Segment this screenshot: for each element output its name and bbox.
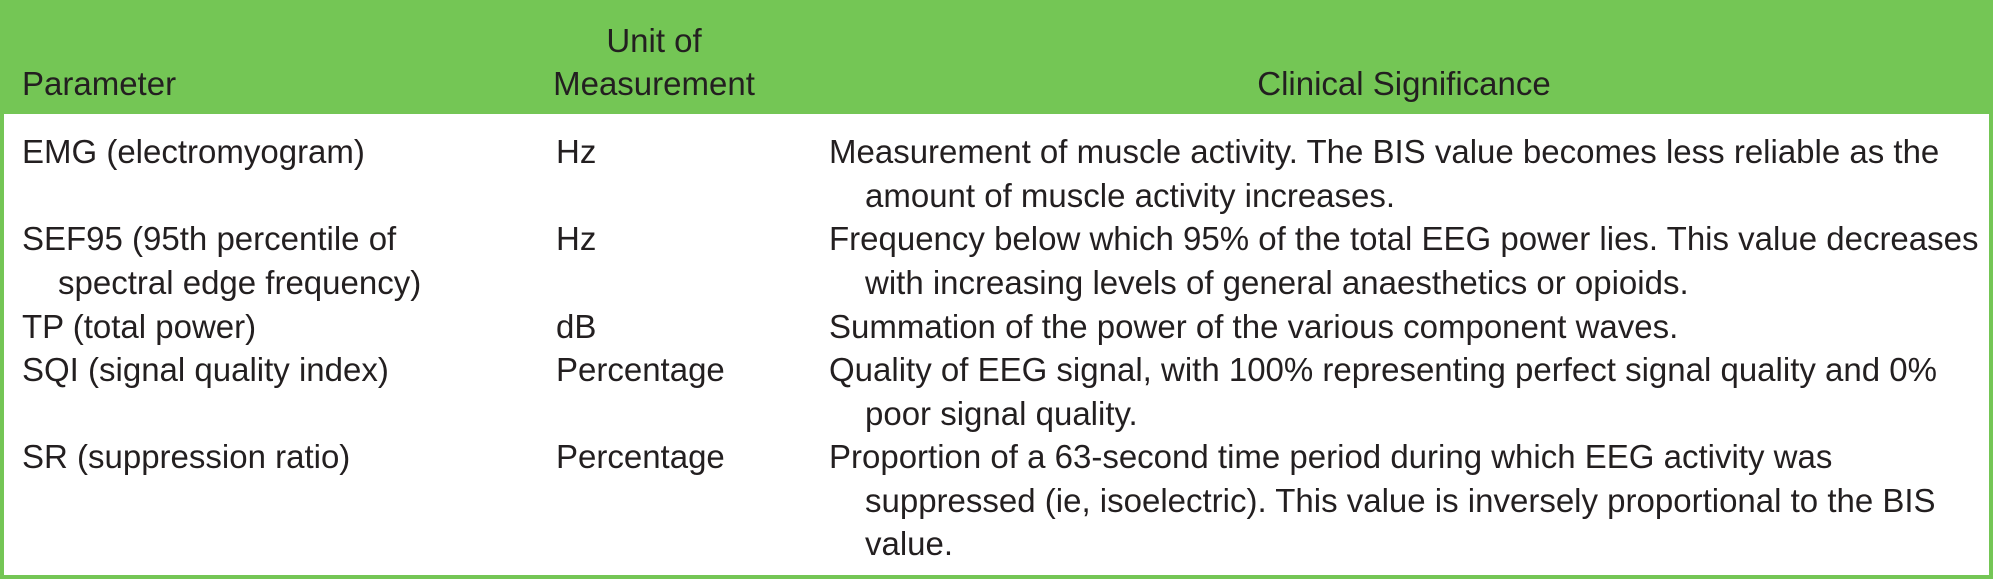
table-row: SQI (signal quality index) Percentage Qu…: [4, 348, 1989, 435]
table-row: SR (suppression ratio) Percentage Propor…: [4, 435, 1989, 565]
cell-significance: Quality of EEG signal, with 100% represe…: [829, 348, 1959, 435]
significance-text: Quality of EEG signal, with 100% represe…: [829, 351, 1937, 432]
cell-unit: Hz: [556, 220, 597, 257]
header-significance: Clinical Significance: [1257, 65, 1551, 102]
cell-unit: dB: [556, 308, 597, 345]
cell-parameter: SQI (signal quality index): [22, 348, 522, 392]
header-unit-line2: Measurement: [553, 65, 755, 102]
significance-text: Measurement of muscle activity. The BIS …: [829, 133, 1940, 214]
significance-text: Proportion of a 63-second time period du…: [829, 438, 1936, 562]
table-row: EMG (electromyogram) Hz Measurement of m…: [4, 130, 1989, 217]
parameter-text: SR (suppression ratio): [22, 438, 351, 475]
parameter-text: TP (total power): [22, 308, 257, 345]
parameter-text: EMG (electromyogram): [22, 133, 365, 170]
cell-unit: Hz: [556, 133, 597, 170]
cell-parameter: EMG (electromyogram): [22, 130, 522, 174]
parameter-text: SQI (signal quality index): [22, 351, 389, 388]
cell-parameter: SR (suppression ratio): [22, 435, 522, 479]
table-row: SEF95 (95th percentile of spectral edge …: [4, 217, 1989, 305]
cell-parameter: TP (total power): [22, 305, 522, 349]
significance-text: Summation of the power of the various co…: [829, 308, 1679, 345]
header-unit-line1: Unit of: [606, 22, 702, 59]
cell-significance: Proportion of a 63-second time period du…: [829, 435, 1979, 566]
cell-unit: Percentage: [556, 351, 725, 388]
parameter-text: SEF95 (95th percentile of spectral edge …: [22, 220, 422, 301]
significance-text: Frequency below which 95% of the total E…: [829, 220, 1979, 301]
header-unit: Unit of Measurement: [534, 19, 774, 105]
table-body: EMG (electromyogram) Hz Measurement of m…: [4, 130, 1989, 565]
cell-significance: Measurement of muscle activity. The BIS …: [829, 130, 1979, 217]
header-parameter: Parameter: [22, 65, 177, 102]
table-row: TP (total power) dB Summation of the pow…: [4, 305, 1989, 348]
cell-significance: Frequency below which 95% of the total E…: [829, 217, 1979, 304]
cell-parameter: SEF95 (95th percentile of spectral edge …: [22, 217, 462, 304]
cell-significance: Summation of the power of the various co…: [829, 305, 1979, 349]
cell-unit: Percentage: [556, 438, 725, 475]
table-header: Parameter Unit of Measurement Clinical S…: [4, 4, 1989, 114]
